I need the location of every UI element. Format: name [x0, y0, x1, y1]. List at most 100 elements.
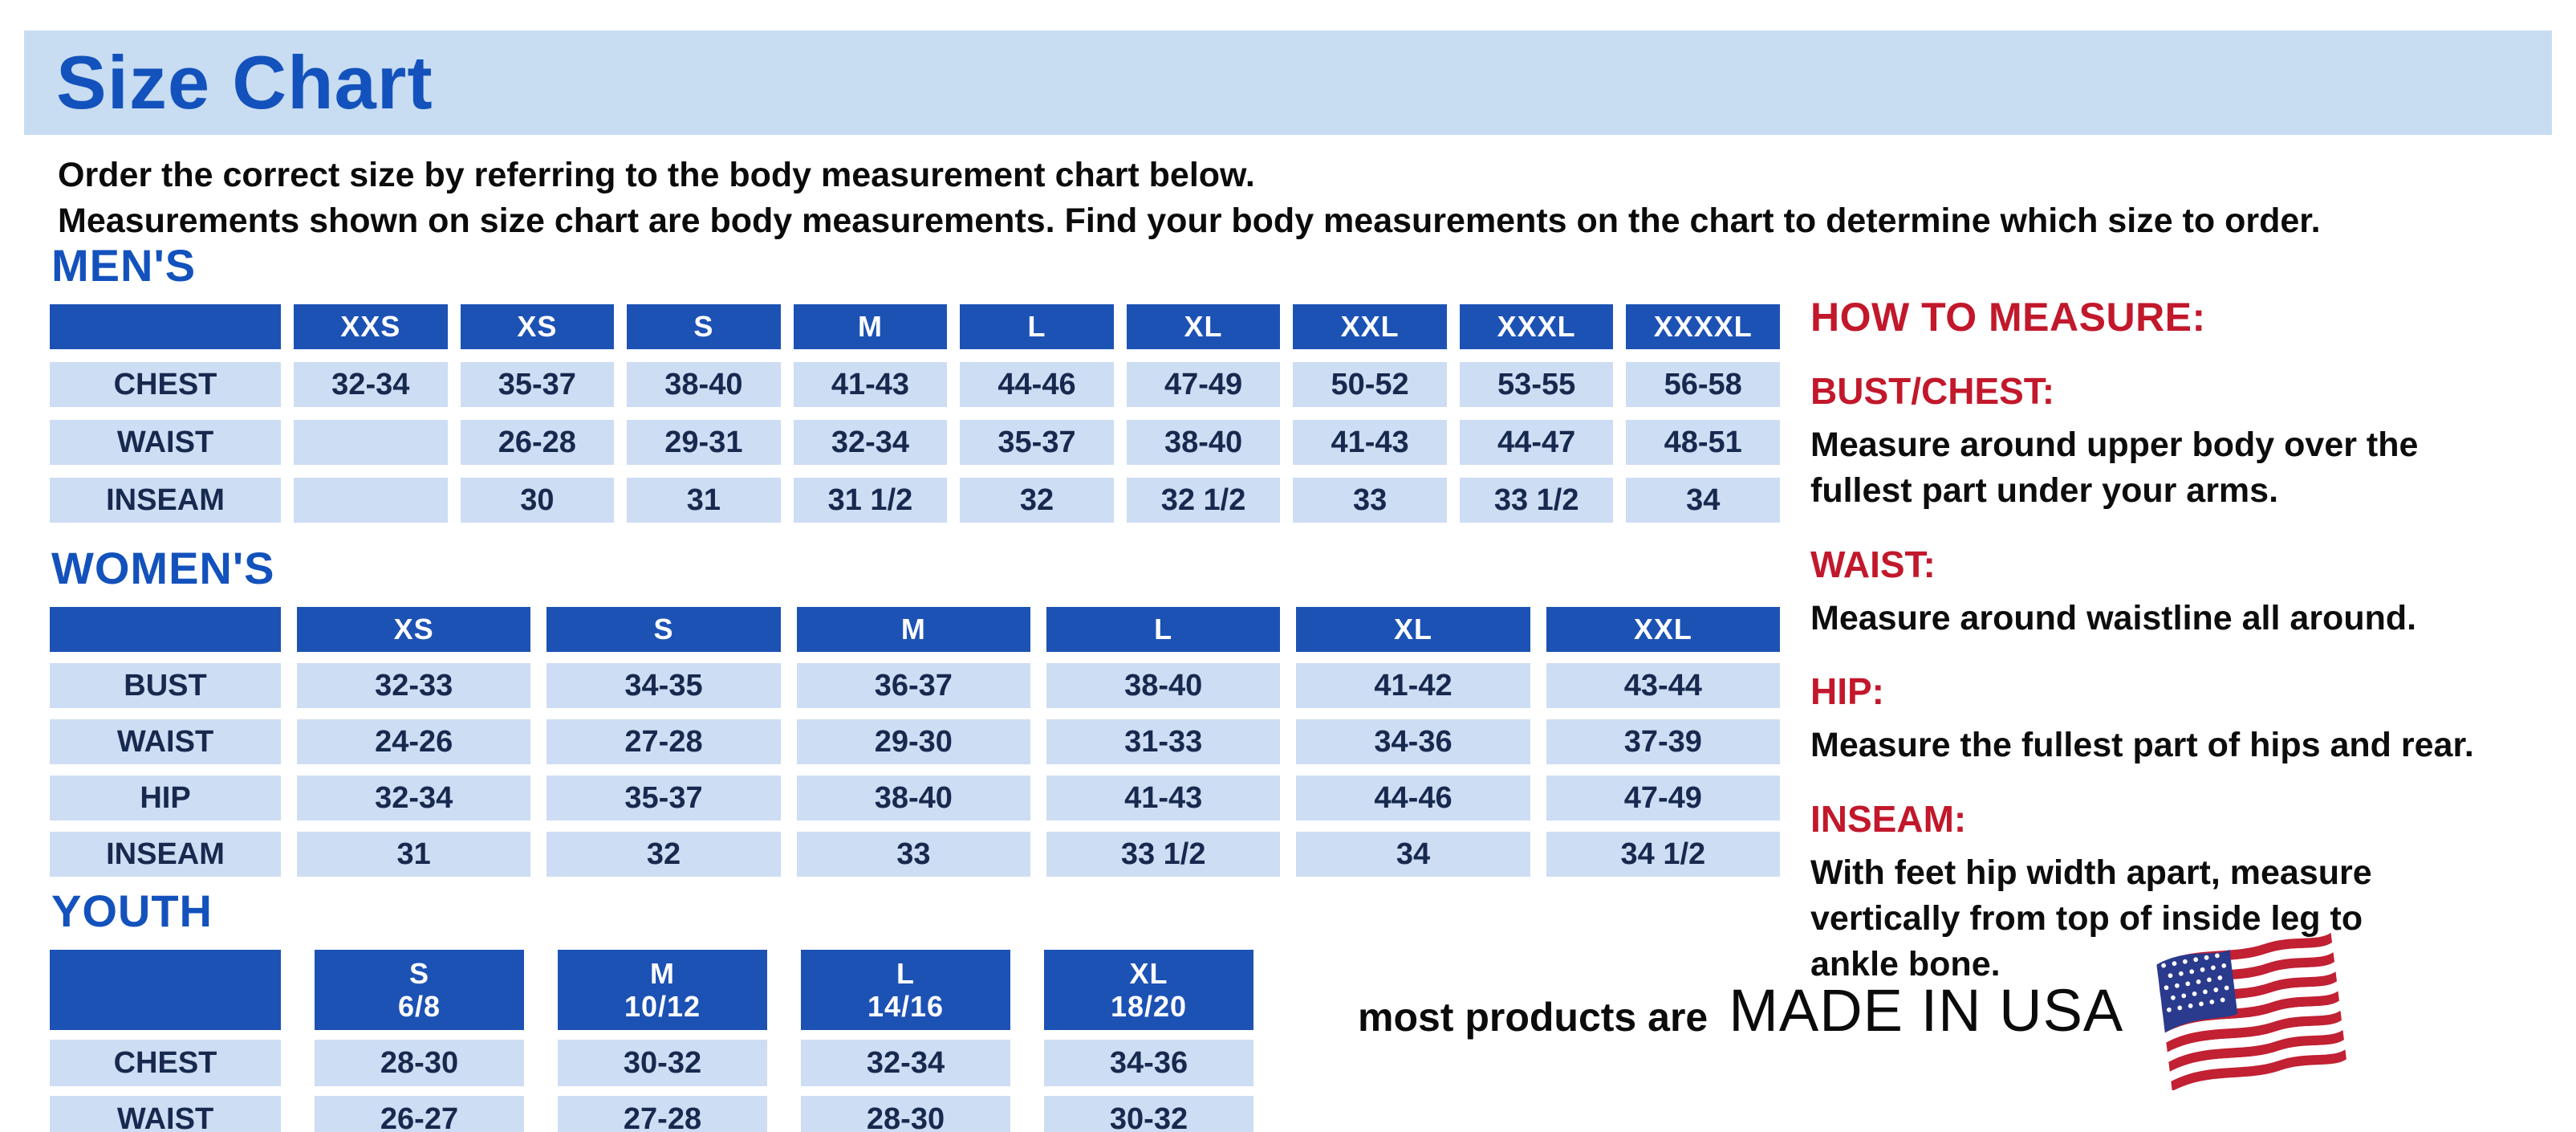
- size-tables-column: MEN'S XXS XS S M L XL XXL XXXL XXXXL CHEST 32-34 35…: [50, 239, 1780, 1132]
- size-column-header: L: [1046, 607, 1281, 652]
- size-column-header: L: [960, 304, 1114, 349]
- measurement-cell: 30: [460, 478, 615, 523]
- size-column-header: L 14/16: [801, 950, 1010, 1030]
- measurement-cell: 31: [627, 478, 781, 523]
- size-column-header: XXXL: [1459, 304, 1614, 349]
- size-column-header: XL 18/20: [1044, 950, 1253, 1030]
- measurement-cell: [294, 478, 448, 523]
- measurement-cell: 38-40: [627, 362, 781, 407]
- measurement-cell: 32-34: [793, 420, 948, 465]
- made-in-usa-prefix: most products are: [1358, 994, 1709, 1040]
- youth-size-table: S 6/8 M 10/12 L 14/16 XL 18/20 CHEST 28-30 30-…: [50, 950, 1253, 1132]
- measurement-cell: 32: [960, 478, 1114, 523]
- measurement-cell: 31: [297, 832, 531, 877]
- measurement-cell: 34 1/2: [1546, 832, 1780, 877]
- measurement-cell: 26-28: [460, 420, 615, 465]
- measurement-cell: 50-52: [1293, 362, 1447, 407]
- measurement-cell: 31-33: [1046, 719, 1281, 764]
- size-column-header: XS: [297, 607, 531, 652]
- measurement-cell: 24-26: [297, 719, 531, 764]
- measure-label-inseam: INSEAM:: [1810, 798, 1967, 840]
- corner-cell: [50, 950, 281, 1030]
- section-heading-youth: YOUTH: [51, 886, 213, 936]
- measurement-cell: 34: [1296, 832, 1530, 877]
- measurement-cell: 38-40: [1126, 420, 1281, 465]
- size-column-header: M 10/12: [558, 950, 767, 1030]
- size-column-header: S: [546, 607, 781, 652]
- measurement-cell: 35-37: [546, 776, 781, 820]
- measurement-cell: 48-51: [1626, 420, 1780, 465]
- row-label-waist: WAIST: [50, 719, 281, 764]
- measurement-cell: 47-49: [1126, 362, 1281, 407]
- row-label-bust: BUST: [50, 663, 281, 708]
- measure-label-hip: HIP:: [1810, 670, 1884, 713]
- measurement-cell: 41-42: [1296, 663, 1530, 708]
- row-label-chest: CHEST: [50, 1040, 281, 1086]
- row-label-waist: WAIST: [50, 1096, 281, 1132]
- size-column-header: XXL: [1293, 304, 1447, 349]
- measure-text-hip: Measure the fullest part of hips and rea…: [1810, 726, 2474, 765]
- measurement-cell: 32: [546, 832, 781, 877]
- measurement-cell: 41-43: [1046, 776, 1281, 820]
- size-column-header: M: [793, 304, 948, 349]
- measurement-cell: 33 1/2: [1459, 478, 1614, 523]
- measure-label-waist: WAIST:: [1810, 543, 1936, 585]
- measurement-cell: 33 1/2: [1046, 832, 1281, 877]
- row-label-waist: WAIST: [50, 420, 281, 465]
- size-column-header: XXXXL: [1626, 304, 1780, 349]
- measurement-cell: 32-34: [297, 776, 531, 820]
- measurement-cell: 34-36: [1296, 719, 1530, 764]
- measurement-cell: 32-34: [294, 362, 448, 407]
- size-column-header: S: [627, 304, 781, 349]
- measure-text-waist: Measure around waistline all around.: [1810, 598, 2417, 637]
- measurement-cell: 32-34: [801, 1040, 1010, 1086]
- measurement-cell: 38-40: [796, 776, 1030, 820]
- intro-text: Order the correct size by referring to t…: [58, 153, 2321, 244]
- row-label-inseam: INSEAM: [50, 478, 281, 523]
- size-column-header: XL: [1296, 607, 1530, 652]
- size-column-header: M: [796, 607, 1030, 652]
- row-label-inseam: INSEAM: [50, 832, 281, 877]
- measurement-cell: 37-39: [1546, 719, 1780, 764]
- measurement-cell: 44-46: [960, 362, 1114, 407]
- measurement-cell: 31 1/2: [793, 478, 948, 523]
- page-title: Size Chart: [56, 40, 433, 124]
- measurement-cell: 27-28: [546, 719, 781, 764]
- corner-cell: [50, 304, 281, 349]
- intro-line-1: Order the correct size by referring to t…: [58, 156, 1255, 194]
- measurement-cell: 43-44: [1546, 663, 1780, 708]
- size-column-header: XS: [460, 304, 615, 349]
- size-column-header: XXL: [1546, 607, 1780, 652]
- measurement-cell: [294, 420, 448, 465]
- size-column-header: S 6/8: [315, 950, 524, 1030]
- measurement-cell: 30-32: [1044, 1096, 1253, 1132]
- size-column-header: XXS: [294, 304, 448, 349]
- section-heading-womens: WOMEN'S: [51, 543, 275, 593]
- measurement-cell: 44-47: [1459, 420, 1614, 465]
- measurement-cell: 32 1/2: [1126, 478, 1281, 523]
- measurement-cell: 38-40: [1046, 663, 1281, 708]
- measurement-cell: 41-43: [793, 362, 948, 407]
- size-column-header: XL: [1126, 304, 1281, 349]
- measurement-cell: 36-37: [796, 663, 1030, 708]
- measurement-cell: 53-55: [1459, 362, 1614, 407]
- measurement-cell: 35-37: [460, 362, 615, 407]
- measurement-cell: 41-43: [1293, 420, 1447, 465]
- measure-text-inseam: With feet hip width apart, measure verti…: [1810, 853, 2372, 983]
- measurement-cell: 29-30: [796, 719, 1030, 764]
- measurement-cell: 29-31: [627, 420, 781, 465]
- measurement-cell: 34: [1626, 478, 1780, 523]
- measure-heading: HOW TO MEASURE:: [1810, 295, 2206, 340]
- how-to-measure-panel: HOW TO MEASURE: BUST/CHEST: Measure arou…: [1810, 294, 2573, 987]
- made-in-usa-emphasis: MADE IN USA: [1729, 976, 2124, 1044]
- measurement-cell: 28-30: [801, 1096, 1010, 1132]
- measure-label-bust-chest: BUST/CHEST:: [1810, 370, 2055, 412]
- row-label-hip: HIP: [50, 776, 281, 820]
- measurement-cell: 33: [796, 832, 1030, 877]
- section-heading-mens: MEN'S: [51, 240, 197, 291]
- title-banner: Size Chart: [24, 31, 2552, 135]
- measurement-cell: 44-46: [1296, 776, 1530, 820]
- measurement-cell: 26-27: [315, 1096, 524, 1132]
- measurement-cell: 33: [1293, 478, 1447, 523]
